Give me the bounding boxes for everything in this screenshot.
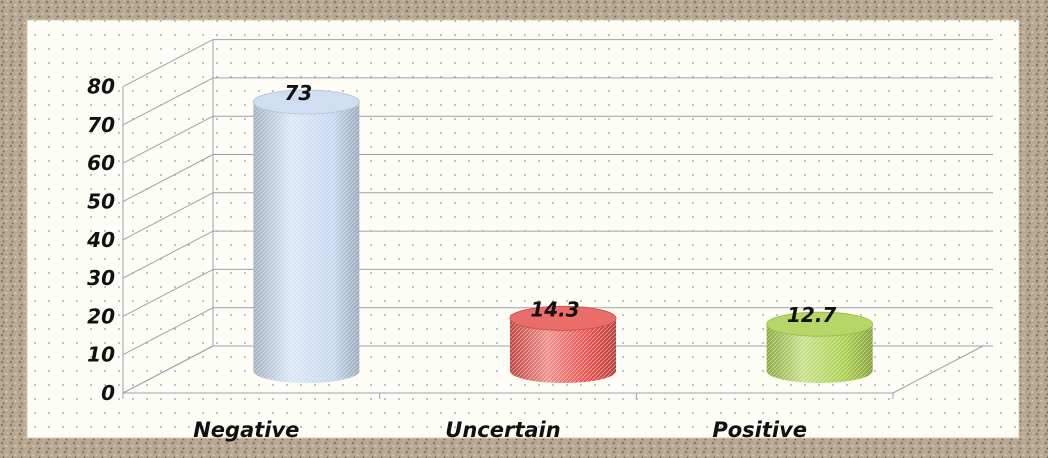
x-tick-label-uncertain: Uncertain xyxy=(445,418,560,442)
y-tick-label: 10 xyxy=(87,343,115,367)
y-tick-label: 30 xyxy=(87,266,115,290)
gridline-side xyxy=(122,39,214,88)
x-tick-label-negative: Negative xyxy=(193,418,299,442)
gridline-side xyxy=(122,307,214,356)
bar-uncertain xyxy=(509,305,617,383)
bar-top xyxy=(252,89,360,115)
bars xyxy=(252,89,874,383)
x-tick-label-positive: Positive xyxy=(712,418,807,442)
bar-texture xyxy=(766,324,873,383)
y-tick-label: 80 xyxy=(87,75,115,99)
gridline-side xyxy=(122,192,214,241)
gridline-side xyxy=(122,115,214,164)
gridline-side xyxy=(122,230,214,279)
y-tick-label: 0 xyxy=(101,381,115,405)
gridline-side xyxy=(122,154,214,202)
y-tick-label: 20 xyxy=(87,304,115,328)
gridline-side xyxy=(122,77,214,126)
y-tick-label: 70 xyxy=(87,113,115,137)
gridline-side xyxy=(122,268,214,317)
y-tick-label: 50 xyxy=(87,190,115,214)
y-axis: 0 10 20 30 40 50 60 70 80 xyxy=(86,75,115,405)
bar-positive xyxy=(766,311,874,383)
y-tick-label: 40 xyxy=(86,228,115,252)
bar-texture xyxy=(510,318,616,383)
data-label-uncertain: 14.3 xyxy=(530,297,579,321)
bar-top xyxy=(766,311,874,337)
bar-negative xyxy=(252,89,360,383)
data-label-positive: 12.7 xyxy=(787,303,836,327)
bar-texture xyxy=(253,102,360,383)
bar-top xyxy=(509,305,617,331)
data-label-negative: 73 xyxy=(284,81,312,105)
labels: 73 Negative 14.3 Uncertain 12.7 Positive xyxy=(193,81,836,442)
y-tick-label: 60 xyxy=(87,151,115,175)
